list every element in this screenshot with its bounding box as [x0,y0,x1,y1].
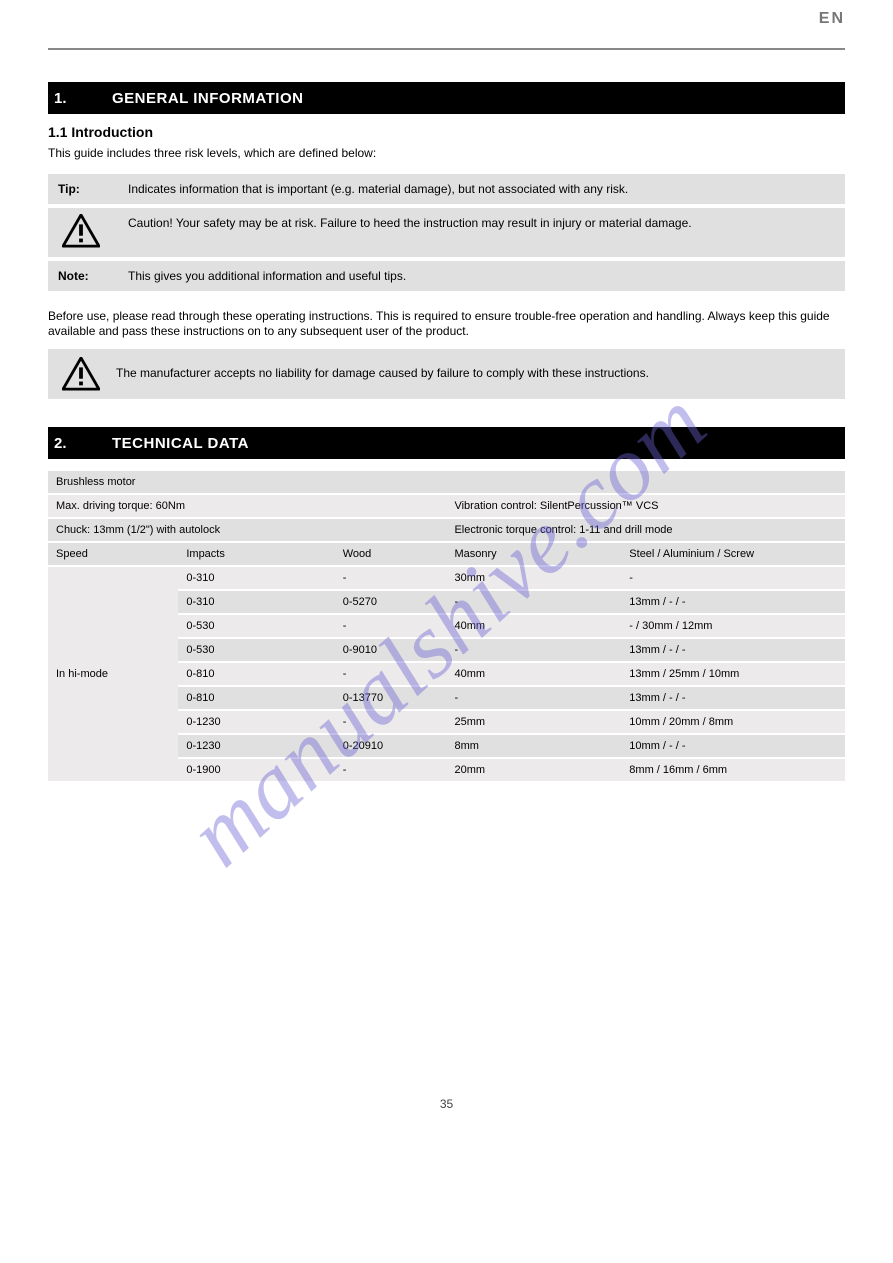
tech-cell: 25mm [446,711,621,733]
def-term: Note: [48,261,114,291]
tech-header: Speed [48,543,178,565]
tech-cell: 30mm [446,567,621,589]
tech-cell: 40mm [446,663,621,685]
tech-cell: 20mm [446,759,621,781]
def-row: Note: This gives you additional informat… [48,261,845,291]
tech-cell: 8mm [446,735,621,757]
tech-cell: 0-810 [178,687,334,709]
tech-cell: Chuck: 13mm (1/2") with autolock [48,519,446,541]
page-number: 35 [440,1097,453,1111]
def-meaning: Caution! Your safety may be at risk. Fai… [114,208,845,257]
def-meaning: This gives you additional information an… [114,261,845,291]
tech-cell: - [446,591,621,613]
tech-cell: - [335,759,447,781]
tech-cell: - [335,615,447,637]
def-row: Tip: Indicates information that is impor… [48,174,845,204]
warning-icon [62,214,100,248]
tech-cell: 0-810 [178,663,334,685]
tech-cell: 13mm / - / - [621,687,845,709]
liability-text: The manufacturer accepts no liability fo… [116,366,649,382]
tech-cell: - [335,567,447,589]
warning-icon-cell [48,208,114,257]
def-meaning: Indicates information that is important … [114,174,845,204]
section-1-paragraph: Before use, please read through these op… [48,309,845,339]
section-1-number: 1. [48,90,112,107]
section-2-number: 2. [48,435,112,452]
tech-cell: 40mm [446,615,621,637]
tech-cell: - [621,567,845,589]
tech-cell: 10mm / 20mm / 8mm [621,711,845,733]
tech-cell: 0-1230 [178,735,334,757]
section-2-bar: 2. TECHNICAL DATA [48,427,845,459]
top-rule [48,48,845,50]
tech-cell: 0-1230 [178,711,334,733]
tech-cell: - [446,687,621,709]
section-1-subhead: 1.1 Introduction [48,124,845,140]
tech-cell: 10mm / - / - [621,735,845,757]
tech-cell: 0-310 [178,567,334,589]
section-2-title: TECHNICAL DATA [112,435,249,452]
def-term: Tip: [48,174,114,204]
tech-cell: 8mm / 16mm / 6mm [621,759,845,781]
section-1-intro: This guide includes three risk levels, w… [48,146,845,160]
liability-box: The manufacturer accepts no liability fo… [48,349,845,399]
tech-header: Masonry [446,543,621,565]
tech-cell: 0-20910 [335,735,447,757]
tech-cell: Max. driving torque: 60Nm [48,495,446,517]
section-1-bar: 1. GENERAL INFORMATION [48,82,845,114]
tech-cell: Electronic torque control: 1-11 and dril… [446,519,845,541]
lang-indicator: EN [819,10,845,28]
tech-cell: 0-530 [178,615,334,637]
tech-table: Brushless motor Max. driving torque: 60N… [48,469,845,783]
tech-cell: 13mm / 25mm / 10mm [621,663,845,685]
tech-cell: 0-1900 [178,759,334,781]
tech-cell: - / 30mm / 12mm [621,615,845,637]
tech-cell: 13mm / - / - [621,591,845,613]
tech-cell: - [335,711,447,733]
tech-header: Steel / Aluminium / Screw [621,543,845,565]
tech-cell: 13mm / - / - [621,639,845,661]
definitions-table: Tip: Indicates information that is impor… [48,170,845,295]
warning-icon [62,357,100,391]
tech-row-full: Brushless motor [48,471,845,493]
speed-mode-label: In hi-mode [48,567,178,781]
def-row: Caution! Your safety may be at risk. Fai… [48,208,845,257]
tech-cell: 0-9010 [335,639,447,661]
tech-cell: 0-530 [178,639,334,661]
tech-cell: 0-5270 [335,591,447,613]
tech-cell: - [446,639,621,661]
tech-cell: 0-13770 [335,687,447,709]
tech-header: Wood [335,543,447,565]
section-1-title: GENERAL INFORMATION [112,90,303,107]
tech-cell: Vibration control: SilentPercussion™ VCS [446,495,845,517]
tech-header: Impacts [178,543,334,565]
tech-cell: - [335,663,447,685]
tech-cell: 0-310 [178,591,334,613]
